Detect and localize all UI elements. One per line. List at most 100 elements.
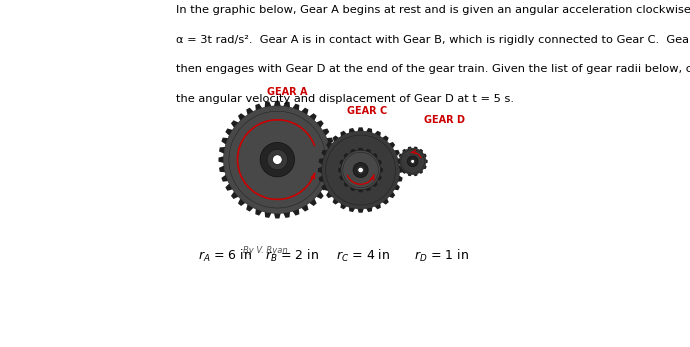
Text: $r_C$ = 4 in: $r_C$ = 4 in	[336, 248, 391, 264]
Polygon shape	[413, 146, 417, 149]
Polygon shape	[331, 156, 336, 163]
Circle shape	[355, 164, 366, 176]
Circle shape	[409, 158, 416, 164]
Polygon shape	[419, 149, 423, 152]
Polygon shape	[358, 189, 364, 192]
Polygon shape	[333, 135, 339, 142]
Polygon shape	[344, 182, 348, 187]
Polygon shape	[394, 184, 400, 190]
Text: $r_B$ = 2 in: $r_B$ = 2 in	[265, 248, 319, 264]
Polygon shape	[338, 167, 341, 173]
Polygon shape	[339, 175, 344, 180]
Text: then engages with Gear D at the end of the gear train. Given the list of gear ra: then engages with Gear D at the end of t…	[176, 64, 690, 74]
Polygon shape	[382, 198, 388, 205]
Polygon shape	[366, 187, 371, 191]
Polygon shape	[274, 213, 281, 219]
Polygon shape	[319, 176, 324, 182]
Polygon shape	[221, 137, 228, 144]
Polygon shape	[246, 108, 253, 115]
Polygon shape	[366, 128, 373, 133]
Circle shape	[343, 152, 378, 188]
Circle shape	[341, 150, 380, 190]
Text: GEAR C: GEAR C	[347, 106, 387, 116]
Polygon shape	[389, 192, 395, 198]
Polygon shape	[402, 170, 406, 174]
Circle shape	[229, 111, 326, 208]
Polygon shape	[399, 154, 402, 158]
Polygon shape	[284, 212, 290, 218]
Polygon shape	[424, 154, 426, 158]
Polygon shape	[330, 166, 335, 172]
Polygon shape	[330, 147, 335, 154]
Polygon shape	[219, 156, 224, 163]
Polygon shape	[322, 150, 327, 156]
Polygon shape	[231, 120, 238, 128]
Polygon shape	[322, 184, 327, 190]
Polygon shape	[373, 182, 377, 187]
Polygon shape	[255, 209, 262, 215]
Polygon shape	[219, 166, 225, 172]
Polygon shape	[322, 184, 329, 191]
Polygon shape	[326, 192, 333, 198]
Polygon shape	[419, 170, 423, 174]
Circle shape	[407, 156, 418, 167]
Circle shape	[400, 148, 426, 175]
Circle shape	[341, 151, 380, 189]
Polygon shape	[293, 104, 299, 110]
Text: In the graphic below, Gear A begins at rest and is given an angular acceleration: In the graphic below, Gear A begins at r…	[176, 5, 690, 15]
Polygon shape	[375, 131, 381, 136]
Circle shape	[356, 166, 365, 175]
Polygon shape	[400, 167, 404, 173]
Polygon shape	[319, 158, 324, 164]
Text: α = 3t rad/s².  Gear A is in contact with Gear B, which is rigidly connected to : α = 3t rad/s². Gear A is in contact with…	[176, 35, 690, 45]
Polygon shape	[340, 131, 346, 136]
Polygon shape	[221, 175, 228, 182]
Text: By V. Ryan: By V. Ryan	[243, 246, 288, 255]
Circle shape	[353, 162, 368, 178]
Polygon shape	[380, 167, 383, 173]
Circle shape	[326, 135, 395, 205]
Polygon shape	[333, 198, 339, 205]
Polygon shape	[293, 209, 299, 215]
Polygon shape	[309, 198, 317, 206]
Polygon shape	[316, 192, 324, 199]
Polygon shape	[344, 153, 348, 158]
Polygon shape	[326, 137, 333, 144]
Polygon shape	[226, 128, 233, 136]
Polygon shape	[238, 113, 246, 121]
Polygon shape	[413, 174, 417, 176]
Text: GEAR A: GEAR A	[267, 87, 308, 97]
Polygon shape	[284, 101, 290, 107]
Circle shape	[260, 142, 295, 177]
Polygon shape	[426, 159, 428, 163]
Circle shape	[401, 150, 424, 173]
Polygon shape	[349, 128, 355, 133]
Text: GEAR D: GEAR D	[424, 115, 465, 125]
Polygon shape	[246, 204, 253, 212]
Polygon shape	[309, 113, 317, 121]
Polygon shape	[326, 142, 333, 148]
Polygon shape	[397, 159, 400, 163]
Polygon shape	[339, 160, 344, 165]
Circle shape	[224, 106, 331, 213]
Polygon shape	[424, 165, 426, 169]
Polygon shape	[375, 204, 381, 209]
Polygon shape	[357, 209, 364, 213]
Polygon shape	[399, 165, 402, 169]
Polygon shape	[397, 176, 403, 182]
Text: the angular velocity and displacement of Gear D at t = 5 s.: the angular velocity and displacement of…	[176, 94, 513, 104]
Circle shape	[411, 159, 415, 163]
Polygon shape	[394, 150, 400, 156]
Circle shape	[322, 131, 400, 209]
Polygon shape	[357, 127, 364, 131]
Circle shape	[267, 150, 288, 170]
Polygon shape	[389, 142, 395, 148]
Polygon shape	[326, 175, 333, 182]
Polygon shape	[231, 192, 238, 199]
Polygon shape	[322, 128, 329, 136]
Polygon shape	[397, 158, 403, 164]
Polygon shape	[255, 104, 262, 110]
Polygon shape	[377, 160, 382, 165]
Circle shape	[349, 158, 373, 182]
Polygon shape	[265, 212, 271, 218]
